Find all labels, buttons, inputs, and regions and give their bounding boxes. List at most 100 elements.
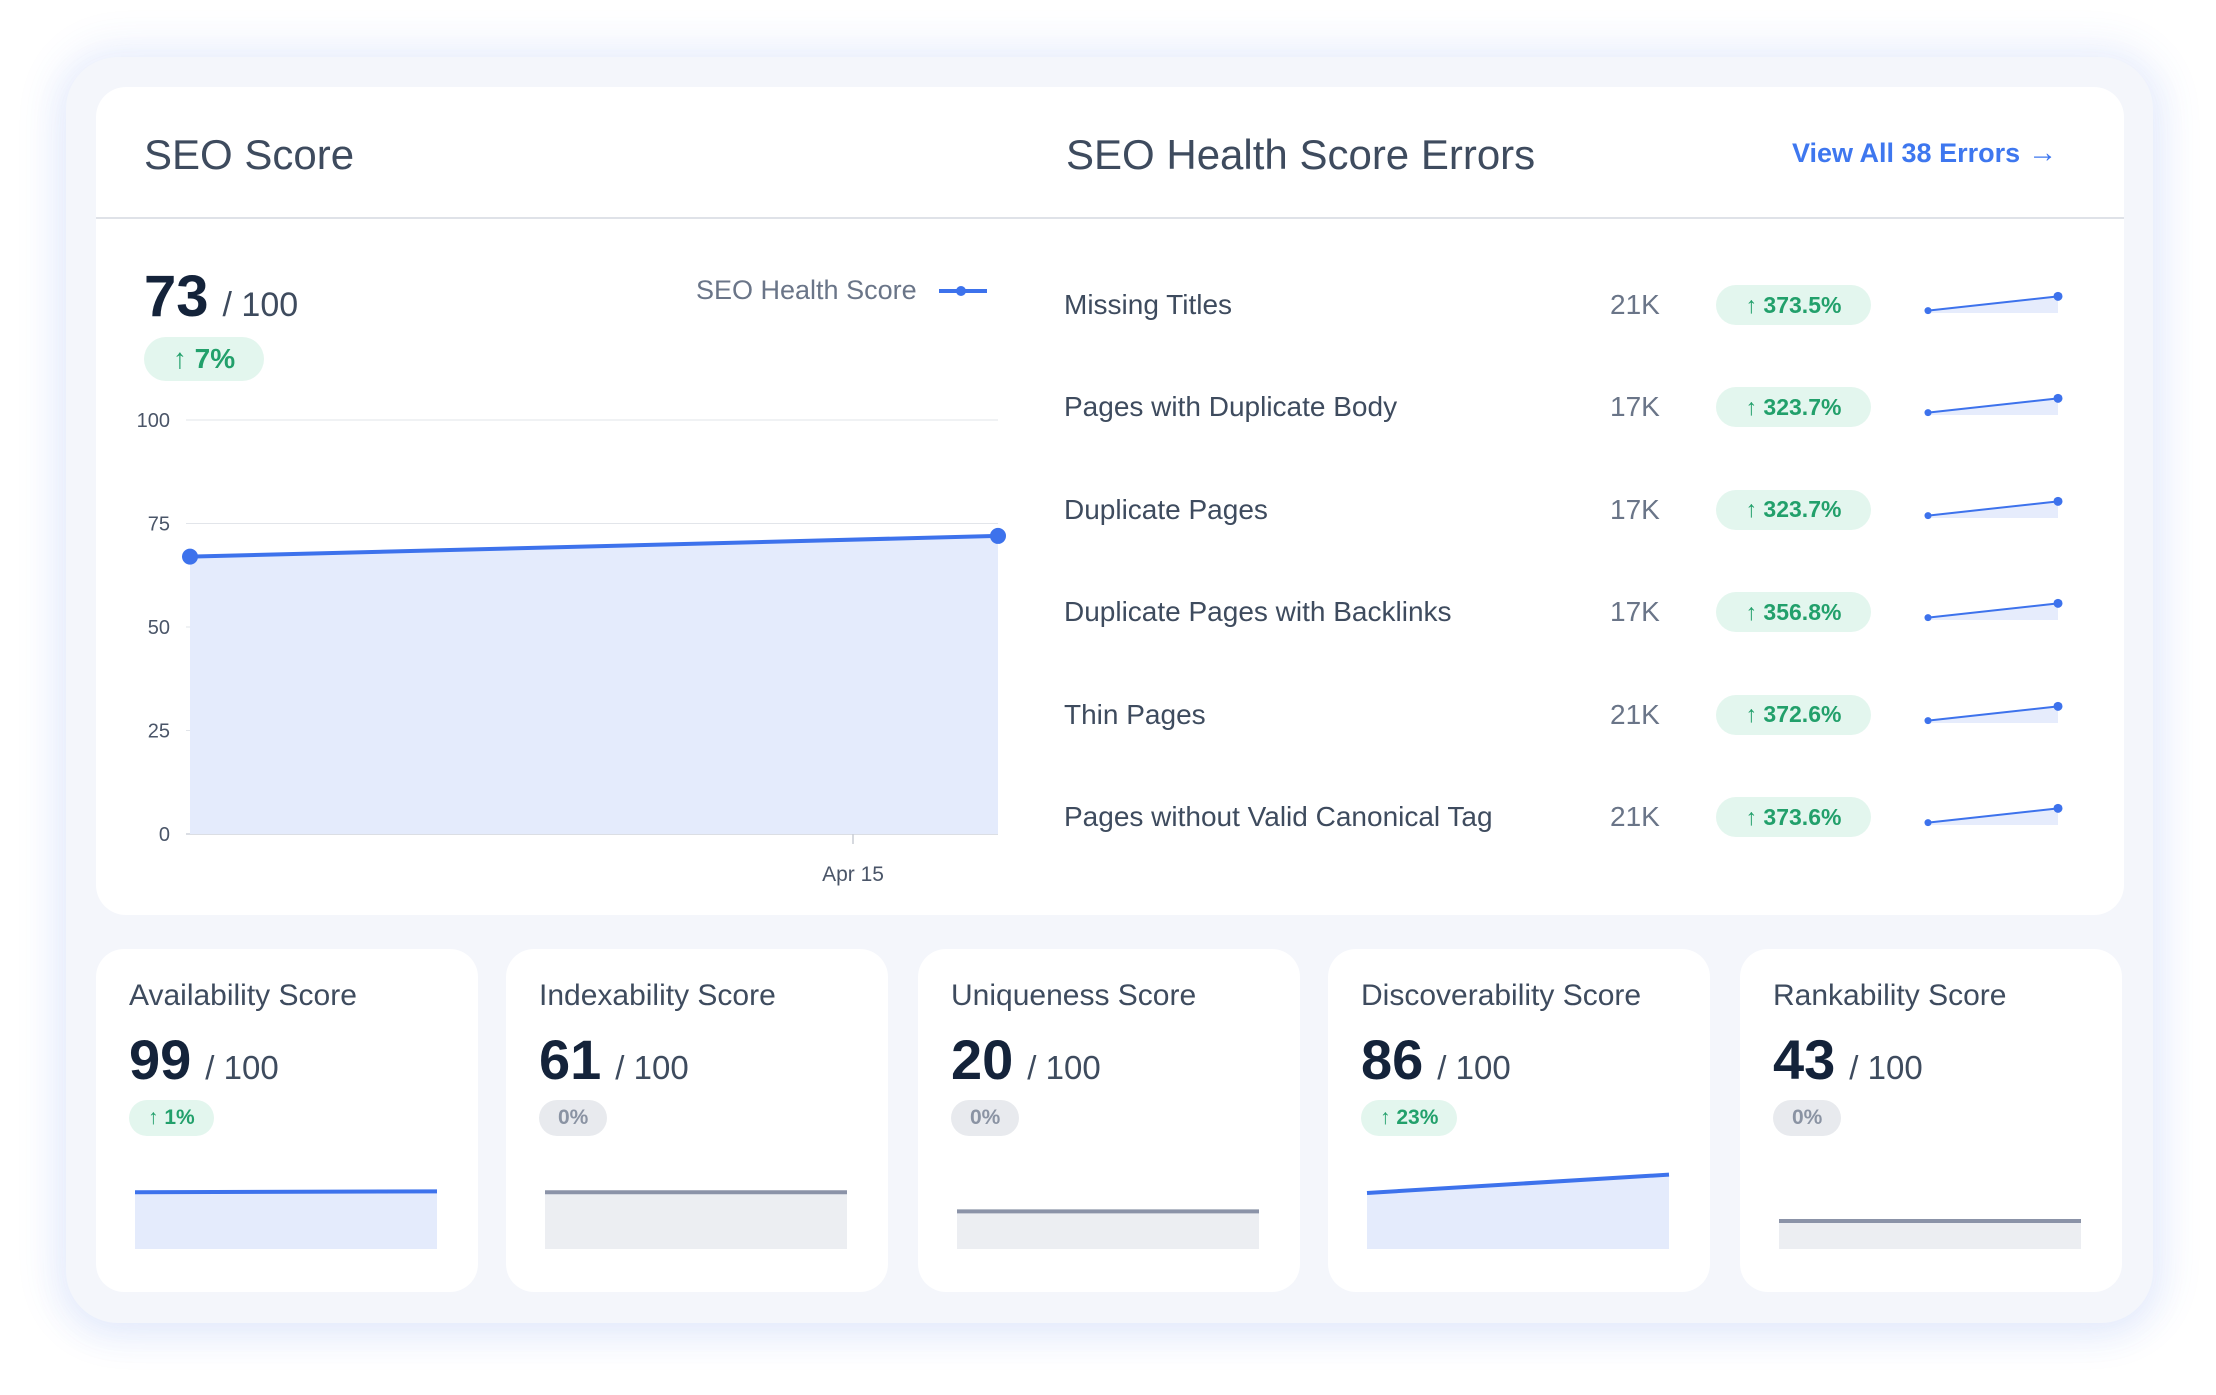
score-sparkline-area [957,1211,1259,1249]
score-card-max: / 100 [1849,1049,1923,1086]
error-change-badge: ↑ 373.6% [1716,797,1871,837]
score-card-sparkline [1779,1219,2081,1249]
error-change-badge: ↑ 323.7% [1716,489,1871,530]
errors-title: SEO Health Score Errors [1066,131,1536,178]
score-sparkline-area [545,1192,847,1249]
error-count: 21K [1610,698,1660,730]
series-line [189,533,999,559]
error-sparkline [1924,496,2063,519]
y-tick-label: 75 [148,514,170,536]
score-card-number: 43 [1773,1028,1836,1091]
score-card-max: / 100 [1437,1049,1511,1086]
sparkline-end-point [2053,394,2063,404]
sparkline-line [1927,500,2059,517]
score-card[interactable]: Discoverability Score 86 / 100 ↑ 23% [1328,949,1710,1292]
error-name: Duplicate Pages with Backlinks [1064,596,1452,628]
seo-health-chart: 0 25 50 75 100 Apr 15 [137,410,1006,886]
error-name: Missing Titles [1064,289,1233,320]
score-card-sparkline [957,1209,1259,1249]
error-sparkline [1924,394,2063,417]
score-card-title: Uniqueness Score [951,979,1197,1012]
error-sparkline [1924,701,2063,724]
score-card-change-badge: ↑ 23% [1361,1100,1458,1136]
score-card-max: / 100 [615,1049,689,1086]
score-card-sparkline [134,1189,438,1249]
sparkline-end-point [2053,496,2063,506]
error-row[interactable]: Thin Pages 21K ↑ 372.6% [1064,687,2074,747]
x-tick-label: Apr 15 [822,863,884,886]
error-name: Thin Pages [1064,698,1206,730]
error-name: Pages without Valid Canonical Tag [1064,801,1493,832]
legend-label: SEO Health Score [696,275,917,305]
sparkline-start-point [1924,819,1932,827]
score-card-number: 99 [129,1028,192,1091]
sparkline-end-point [2053,803,2063,813]
y-tick-label: 0 [159,824,170,846]
legend-line-icon [938,285,987,296]
score-sparkline-area [1367,1174,1669,1249]
y-tick-label: 50 [148,617,170,639]
sparkline-start-point [1924,614,1932,622]
score-card-value: 43 / 100 [1773,1027,1923,1092]
error-row[interactable]: Duplicate Pages with Backlinks 17K ↑ 356.8… [1064,584,2074,644]
error-change-badge: ↑ 372.6% [1716,694,1871,735]
sparkline-start-point [1924,409,1932,417]
sparkline-end-point [2053,291,2063,301]
sparkline-line [1927,602,2059,619]
seo-score-change-badge: ↑ 7% [144,337,264,381]
y-tick-label: 25 [148,721,170,743]
sparkline-line [1927,704,2059,722]
sparkline-start-point [1924,716,1932,724]
score-card-number: 86 [1361,1028,1424,1091]
seo-score-max: / 100 [222,286,299,324]
error-row[interactable]: Pages with Duplicate Body 17K ↑ 323.7% [1064,379,2074,439]
sparkline-start-point [1924,307,1932,315]
score-sparkline-area [135,1191,437,1249]
seo-overview-card: SEO Score SEO Health Score Errors View A… [96,87,2124,915]
error-name: Duplicate Pages [1064,493,1268,525]
score-card-value: 20 / 100 [951,1027,1101,1092]
score-sparkline-line [1366,1172,1670,1195]
series-area [190,535,998,834]
score-card-change-badge: 0% [539,1100,608,1136]
chart-legend[interactable]: SEO Health Score [696,275,989,306]
header-divider [96,217,2124,219]
error-row[interactable]: Duplicate Pages 17K ↑ 323.7% [1064,482,2074,542]
sparkline-line [1927,295,2059,312]
score-card-number: 20 [951,1028,1014,1091]
error-sparkline [1924,803,2063,827]
view-all-errors-link[interactable]: View All 38 Errors → [1792,137,2057,170]
error-row[interactable]: Missing Titles 21K ↑ 373.5% [1064,277,2074,337]
error-count: 21K [1610,289,1660,320]
score-card-max: / 100 [1027,1049,1101,1086]
score-sparkline-line [134,1189,438,1195]
error-count: 17K [1610,391,1660,423]
error-row[interactable]: Pages without Valid Canonical Tag 21K ↑ 37… [1064,789,2074,849]
arrow-right-icon: → [2028,137,2058,169]
seo-score-title: SEO Score [144,131,355,178]
score-card-change-badge: 0% [1773,1100,1842,1136]
score-card[interactable]: Rankability Score 43 / 100 0% [1740,949,2122,1292]
sparkline-end-point [2053,701,2063,711]
sparkline-line [1927,807,2059,824]
score-card-sparkline [1366,1172,1670,1249]
seo-score-value: 73 / 100 [144,263,298,330]
score-card-max: / 100 [205,1049,279,1086]
score-card-value: 86 / 100 [1361,1027,1511,1092]
score-card[interactable]: Indexability Score 61 / 100 0% [506,949,888,1292]
seo-score-number: 73 [144,264,209,329]
score-card-title: Indexability Score [539,979,776,1012]
score-card-title: Availability Score [129,979,357,1012]
score-card-title: Rankability Score [1773,979,2007,1012]
error-change-badge: ↑ 373.5% [1716,285,1871,325]
score-card[interactable]: Availability Score 99 / 100 ↑ 1% [96,949,478,1292]
score-card-number: 61 [539,1028,602,1091]
score-card-value: 61 / 100 [539,1027,689,1092]
error-sparkline [1924,599,2063,622]
error-change-badge: ↑ 356.8% [1716,592,1871,633]
score-card[interactable]: Uniqueness Score 20 / 100 0% [918,949,1300,1292]
sparkline-start-point [1924,511,1932,519]
score-card-value: 99 / 100 [129,1027,279,1092]
score-card-title: Discoverability Score [1361,979,1642,1012]
data-point [990,527,1006,544]
